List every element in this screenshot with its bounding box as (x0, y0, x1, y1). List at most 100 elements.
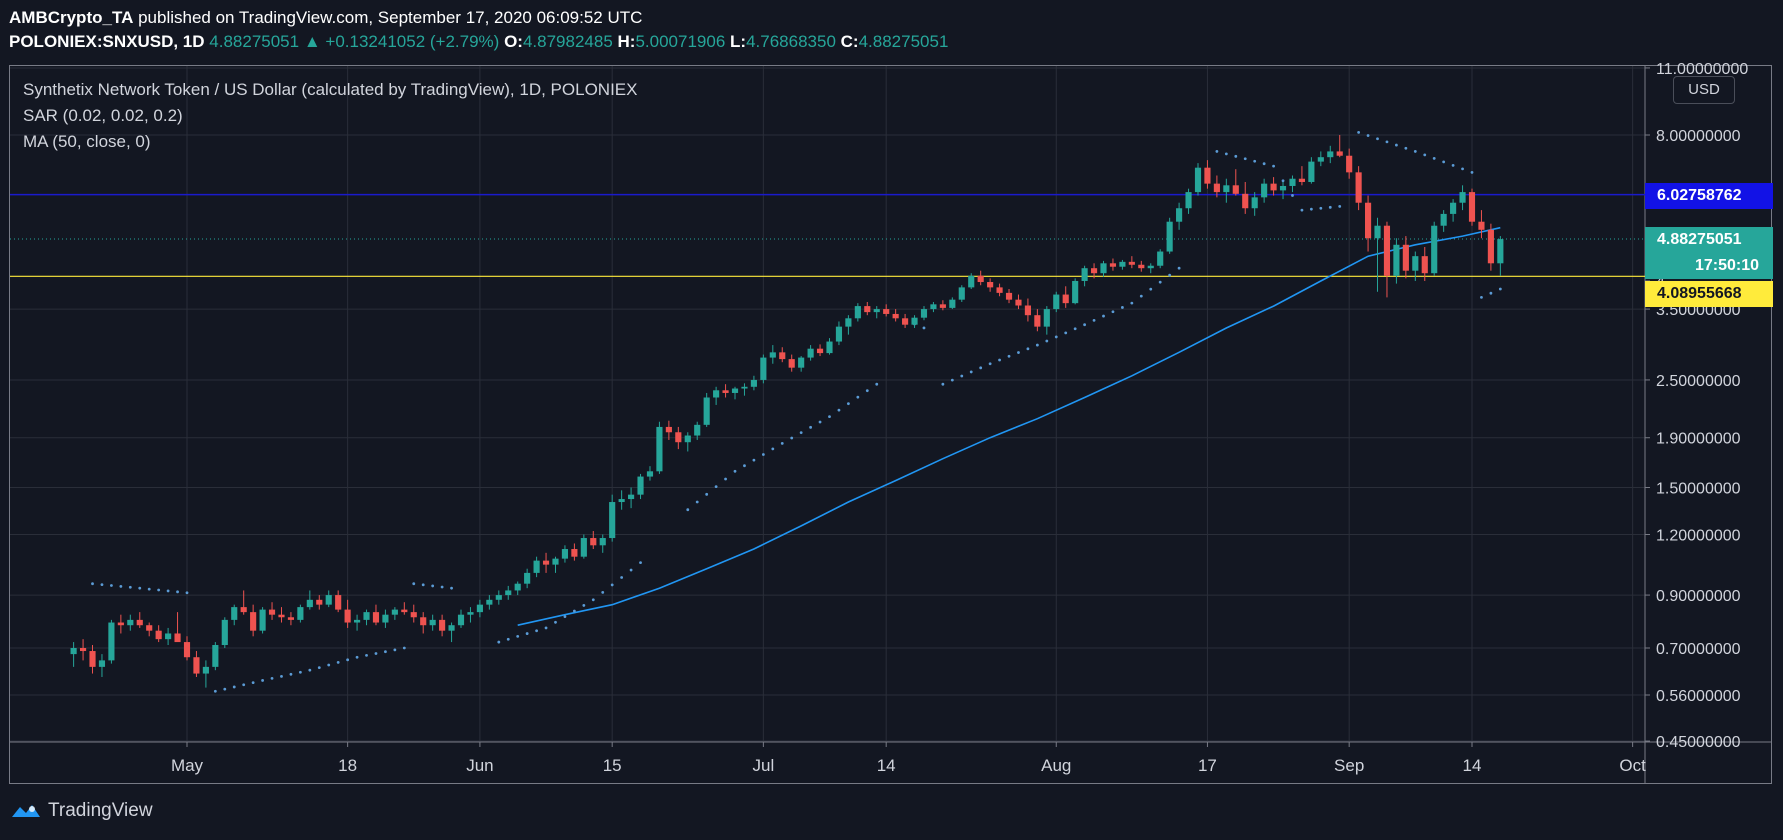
candle (665, 420, 672, 440)
x-tick-label: 18 (338, 756, 357, 775)
candle-body (533, 560, 540, 573)
x-tick-label: Aug (1041, 756, 1071, 775)
chart-title: Synthetix Network Token / US Dollar (cal… (23, 80, 638, 99)
symbol-label: POLONIEX:SNXUSD, 1D (9, 32, 205, 51)
ma-line (517, 226, 1501, 626)
candle-body (599, 538, 606, 546)
sar-dot (998, 358, 1001, 362)
sar-dot (1395, 143, 1398, 147)
tradingview-brand[interactable]: TradingView (10, 800, 153, 822)
candle (1497, 236, 1504, 276)
sar-dot (100, 583, 104, 586)
sar-dot (157, 588, 161, 592)
candle-body (250, 612, 257, 631)
publish-info: AMBCrypto_TA published on TradingView.co… (9, 8, 642, 28)
candle (410, 604, 417, 623)
candle-body (505, 590, 512, 596)
sar-dot (280, 674, 283, 678)
candle (873, 306, 880, 319)
currency-button[interactable]: USD (1673, 76, 1735, 104)
sar-dot (960, 374, 964, 378)
candle (297, 604, 304, 623)
candle (335, 590, 342, 613)
ma-legend[interactable]: MA (50, close, 0) (23, 132, 151, 151)
grid (10, 66, 1772, 783)
sar-dot (1309, 207, 1313, 211)
candle-body (316, 599, 323, 605)
sar-dot (497, 640, 501, 644)
sar-dot (384, 650, 387, 654)
y-tick-label: 8.00000000 (1656, 128, 1741, 145)
sar-dot (1470, 170, 1474, 174)
candle-body (1383, 225, 1391, 276)
candle-body (920, 309, 928, 318)
sar-dot (988, 362, 992, 366)
sar-dot (232, 685, 236, 689)
sar-dot (790, 436, 794, 440)
high-value: 5.00071906 (635, 32, 726, 51)
sar-dot (1149, 287, 1153, 291)
sar-dot (686, 508, 690, 512)
candle-body (713, 390, 720, 398)
candle (439, 614, 446, 637)
candle (240, 590, 247, 615)
sar-dot (1168, 273, 1172, 277)
sar-dot (128, 585, 132, 589)
candle-body (1157, 251, 1164, 266)
candle-body (930, 304, 937, 310)
sar-legend[interactable]: SAR (0.02, 0.02, 0.2) (23, 106, 183, 125)
x-tick-label: Jun (466, 756, 493, 775)
candle (1015, 294, 1022, 310)
candle-body (98, 660, 106, 667)
candle-body (278, 614, 285, 618)
candle-body (769, 352, 776, 358)
candle (1166, 217, 1173, 254)
candle-body (1393, 244, 1400, 276)
candle-body (108, 622, 115, 661)
candle-body (89, 651, 96, 667)
close-label: C: (840, 32, 859, 51)
candle-body (684, 435, 691, 443)
candle (561, 545, 569, 563)
candle-body (1450, 202, 1457, 214)
sar-dot (1385, 140, 1389, 144)
candle (798, 356, 805, 372)
sar-dot (251, 681, 255, 685)
candle (1119, 259, 1126, 270)
candle-body (240, 607, 247, 613)
candle (1204, 160, 1211, 189)
candle (1109, 258, 1117, 271)
candle-body (1308, 161, 1315, 182)
candle-body (193, 657, 200, 674)
candle (108, 619, 115, 664)
sar-dot (365, 653, 368, 657)
author-name[interactable]: AMBCrypto_TA (9, 8, 134, 27)
sar-dot (969, 370, 973, 374)
y-tick-label: 2.50000000 (1656, 373, 1741, 390)
countdown-tag: 17:50:10 (1645, 253, 1773, 279)
candle (250, 604, 257, 637)
x-tick-label: 15 (603, 756, 622, 775)
candle (495, 590, 502, 605)
candle (155, 625, 162, 643)
candle-body (835, 326, 843, 342)
candle (1279, 181, 1287, 200)
sar-dot (355, 655, 359, 659)
candle (1147, 263, 1154, 274)
candle-body (665, 426, 672, 433)
candle (1459, 185, 1466, 211)
candle-body (694, 424, 701, 436)
ma-series (517, 226, 1501, 626)
candle-body (1478, 221, 1485, 230)
candle-body (1090, 268, 1098, 274)
sar-dot (1404, 146, 1408, 150)
candle-body (439, 619, 446, 631)
candle (1213, 175, 1220, 198)
sar-dot (1366, 134, 1370, 137)
candle-body (1279, 185, 1287, 191)
candle (268, 602, 276, 620)
chart-frame[interactable] (9, 65, 1772, 784)
candle-body (1204, 167, 1211, 184)
sar-dot (1045, 339, 1049, 343)
